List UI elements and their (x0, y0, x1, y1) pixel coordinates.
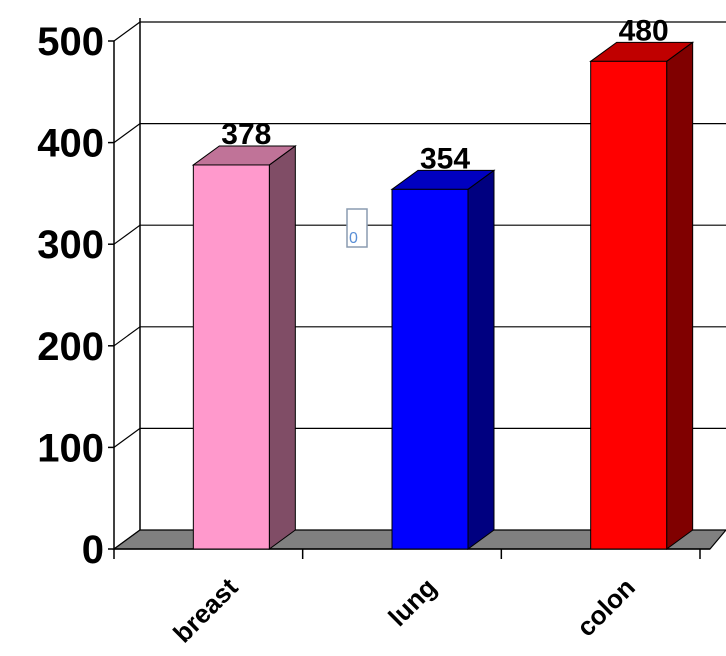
gridline (108, 21, 726, 42)
marker-text: 0 (349, 230, 358, 247)
bar-breast (191, 144, 297, 550)
y-tick-label: 300 (37, 223, 104, 267)
bar-colon (589, 41, 695, 550)
data-label: 354 (420, 142, 470, 175)
chart-walls (113, 18, 141, 549)
bar-lung (390, 169, 496, 550)
legend-marker: 0 (346, 208, 368, 248)
y-tick-label: 0 (82, 528, 104, 572)
x-axis: breast lung colon (113, 549, 701, 649)
y-tick-label: 200 (37, 325, 104, 369)
x-tick-label: colon (571, 572, 641, 642)
bars (191, 41, 695, 550)
y-tick-label: 100 (37, 426, 104, 470)
data-label: 480 (619, 14, 669, 47)
x-tick-label: lung (382, 572, 442, 632)
x-tick-label: breast (167, 572, 244, 649)
data-labels: 378 354 480 (221, 14, 668, 175)
y-axis: 0 100 200 300 400 500 (37, 20, 104, 572)
y-tick-label: 500 (37, 20, 104, 64)
y-tick-label: 400 (37, 122, 104, 166)
data-label: 378 (221, 118, 271, 151)
